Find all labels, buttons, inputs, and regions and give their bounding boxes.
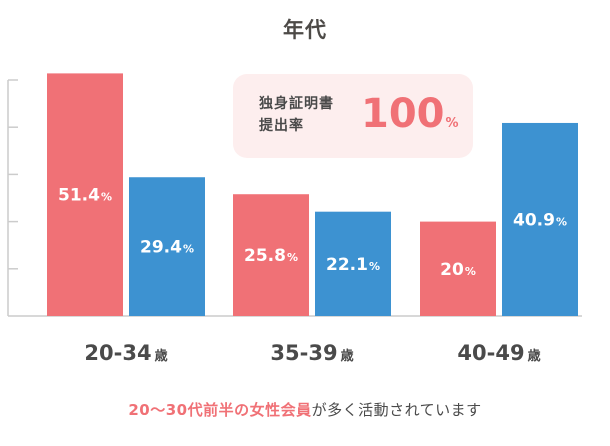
bar-20-34-0 <box>47 73 123 316</box>
bar-20-34-1 <box>129 177 205 316</box>
footer-highlight: 20〜30代前半の女性会員 <box>128 401 312 419</box>
badge-value-unit: % <box>445 116 459 131</box>
badge-value-number: 100 <box>361 91 445 137</box>
certificate-rate-badge: 独身証明書 提出率 100% <box>233 74 473 158</box>
badge-label: 独身証明書 提出率 <box>259 93 369 137</box>
badge-value: 100% <box>361 90 459 148</box>
data-label: 29.4% <box>140 238 194 258</box>
bar-40-49-1 <box>502 122 578 317</box>
data-label: 51.4% <box>58 186 112 206</box>
badge-label-line2: 提出率 <box>259 118 304 134</box>
data-label: 25.8% <box>244 246 298 266</box>
footer-caption: 20〜30代前半の女性会員が多く活動されています <box>0 399 610 420</box>
bar-35-39-1 <box>315 211 391 316</box>
footer-rest: が多く活動されています <box>311 401 482 419</box>
data-label: 22.1% <box>326 255 380 275</box>
bar-40-49-0 <box>420 221 496 316</box>
data-label: 20% <box>440 260 476 280</box>
x-tick-label: 20-34 歳 <box>84 341 167 365</box>
x-tick-label: 35-39 歳 <box>270 341 353 365</box>
data-label: 40.9% <box>513 210 567 230</box>
badge-label-line1: 独身証明書 <box>259 96 334 112</box>
x-tick-label: 40-49 歳 <box>457 341 540 365</box>
chart-title: 年代 <box>283 18 327 42</box>
bar-chart: 51.4% 29.4% 20-34 歳 25.8% 22.1% 35-39 歳 20% 40.9%… <box>7 73 582 365</box>
bar-35-39-0 <box>233 194 309 316</box>
